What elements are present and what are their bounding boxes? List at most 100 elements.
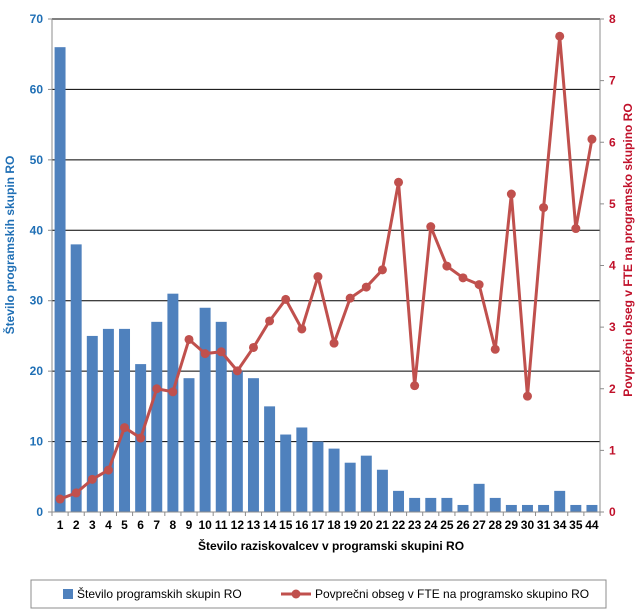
bar [231, 371, 243, 512]
x-tick-label: 3 [89, 518, 96, 532]
x-tick-label: 16 [295, 518, 309, 532]
line-point [184, 334, 194, 344]
bar [296, 427, 308, 512]
axes [48, 18, 604, 516]
line-point [168, 387, 178, 397]
line-point [361, 282, 371, 292]
bar [538, 504, 550, 512]
line-point [120, 423, 130, 433]
legend-line-label: Povprečni obseg v FTE na programsko skup… [315, 587, 589, 601]
bar [328, 448, 340, 512]
line-point [55, 494, 65, 504]
legend-bar-swatch [63, 589, 73, 599]
bar [54, 47, 66, 513]
bar [570, 504, 582, 512]
line-point [426, 222, 436, 232]
legend-bar-label: Število programskih skupin RO [77, 586, 242, 601]
y-axis-left-title: Število programskih skupin RO [2, 156, 17, 335]
x-tick-label: 14 [263, 518, 277, 532]
line-point [313, 272, 323, 282]
line-point [232, 366, 242, 376]
line-point [265, 316, 275, 326]
y-right-tick-label: 2 [609, 382, 616, 396]
line-point [345, 293, 355, 303]
line-point [87, 474, 97, 484]
line-path [59, 34, 594, 501]
bar [489, 497, 501, 512]
x-tick-label: 31 [537, 518, 551, 532]
bar [151, 321, 163, 512]
bar [119, 328, 131, 512]
line-point [377, 265, 387, 275]
bar [393, 490, 405, 512]
bar [344, 462, 356, 512]
line-point [329, 338, 339, 348]
bar [376, 469, 388, 512]
x-tick-label: 26 [456, 518, 470, 532]
line-point [522, 391, 532, 401]
legend-line-marker [291, 589, 301, 599]
line-point [506, 189, 516, 199]
x-tick-label: 20 [360, 518, 374, 532]
line-point [442, 261, 452, 271]
line-point [394, 177, 404, 187]
x-tick-label: 12 [231, 518, 245, 532]
x-tick-label: 27 [472, 518, 486, 532]
gridlines [52, 18, 600, 443]
bar [457, 504, 469, 512]
x-tick-label: 13 [247, 518, 261, 532]
bar [264, 406, 276, 512]
x-tick-label: 44 [585, 518, 599, 532]
line-point [248, 342, 258, 352]
line-point [136, 433, 146, 443]
line-point [200, 349, 210, 359]
x-tick-label: 24 [424, 518, 438, 532]
x-tick-label: 28 [489, 518, 503, 532]
line-point [103, 465, 113, 475]
x-tick-label: 9 [186, 518, 193, 532]
y-right-tick-label: 0 [609, 505, 616, 519]
x-tick-label: 34 [553, 518, 567, 532]
line-point [474, 280, 484, 290]
bar-series [54, 47, 598, 513]
y-left-tick-label: 50 [30, 153, 44, 167]
bar [425, 497, 437, 512]
bar [215, 321, 227, 512]
line-point [410, 381, 420, 391]
y-right-tick-label: 4 [609, 259, 616, 273]
y-right-tick-label: 3 [609, 320, 616, 334]
line-point [71, 488, 81, 498]
x-tick-label: 35 [569, 518, 583, 532]
y-left-tick-label: 20 [30, 364, 44, 378]
bar [312, 441, 324, 512]
bar [360, 455, 372, 512]
bar [199, 307, 211, 512]
x-tick-label: 17 [311, 518, 325, 532]
bar [70, 244, 82, 512]
line-point [458, 273, 468, 283]
legend: Število programskih skupin RO Povprečni … [30, 579, 607, 609]
x-tick-label: 7 [153, 518, 160, 532]
bar [521, 504, 533, 512]
x-tick-label: 25 [440, 518, 454, 532]
bar [473, 483, 485, 512]
y-left-tick-label: 40 [30, 223, 44, 237]
x-axis-title: Število raziskovalcev v programski skupi… [198, 538, 464, 553]
x-tick-label: 30 [521, 518, 535, 532]
x-tick-label: 22 [392, 518, 406, 532]
bar [554, 490, 566, 512]
line-point [216, 347, 226, 357]
y-right-tick-label: 7 [609, 74, 616, 88]
y-axis-right-title: Povprečni obseg v FTE na programsko skup… [621, 103, 635, 396]
x-tick-label: 1 [57, 518, 64, 532]
y-right-tick-label: 1 [609, 443, 616, 457]
x-tick-label: 29 [505, 518, 519, 532]
x-tick-label: 4 [105, 518, 112, 532]
x-tick-label: 18 [327, 518, 341, 532]
x-tick-label: 8 [170, 518, 177, 532]
x-tick-label: 6 [137, 518, 144, 532]
x-tick-label: 23 [408, 518, 422, 532]
line-point [152, 384, 162, 394]
y-left-tick-label: 10 [30, 435, 44, 449]
